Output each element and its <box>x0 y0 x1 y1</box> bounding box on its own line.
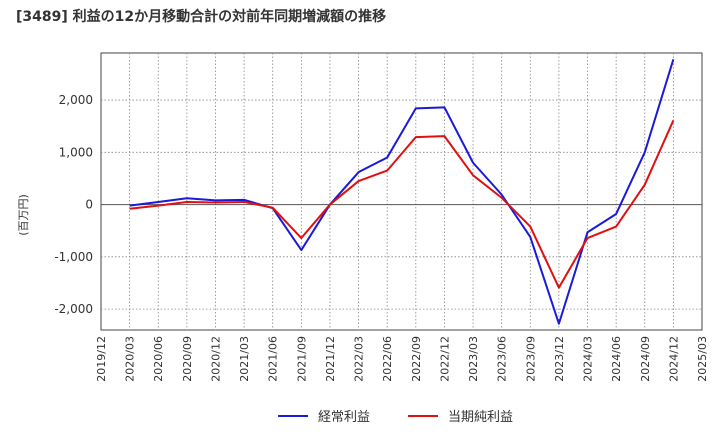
x-tick-label: 2020/09 <box>181 336 194 382</box>
y-tick-label: 1,000 <box>59 145 93 159</box>
x-tick-label: 2023/06 <box>496 336 509 382</box>
x-tick-label: 2022/06 <box>381 336 394 382</box>
series-line <box>129 120 675 289</box>
x-tick-label: 2022/03 <box>353 336 366 382</box>
y-tick-label: 0 <box>85 198 93 212</box>
x-tick-label: 2023/03 <box>467 336 480 382</box>
x-tick-label: 2020/06 <box>152 336 165 382</box>
x-tick-label: 2022/12 <box>438 336 451 382</box>
grid-lines <box>101 53 702 330</box>
x-tick-label: 2020/03 <box>124 336 137 382</box>
y-axis-ticks: -2,000 -1,000 0 1,000 2,000 <box>54 93 93 316</box>
legend: 経常利益 当期純利益 <box>278 410 513 425</box>
x-tick-label: 2023/12 <box>553 336 566 382</box>
x-tick-label: 2023/09 <box>524 336 537 382</box>
x-tick-label: 2021/06 <box>267 336 280 382</box>
x-tick-label: 2024/06 <box>610 336 623 382</box>
x-tick-label: 2020/12 <box>209 336 222 382</box>
x-tick-label: 2024/03 <box>582 336 595 382</box>
x-tick-label: 2025/03 <box>696 336 709 382</box>
x-tick-label: 2021/12 <box>324 336 337 382</box>
x-axis-ticks: 2019/12 2020/03 2020/06 2020/09 2020/12 2021/… <box>95 336 709 382</box>
series-lines <box>129 58 675 325</box>
chart-title: [3489] 利益の12か月移動合計の対前年同期増減額の推移 <box>16 9 387 25</box>
y-tick-label: -2,000 <box>54 302 93 316</box>
plot-area-frame <box>100 52 703 331</box>
x-tick-label: 2024/09 <box>639 336 652 382</box>
x-tick-label: 2019/12 <box>95 336 108 382</box>
x-tick-label: 2021/03 <box>238 336 251 382</box>
legend-label: 経常利益 <box>318 410 370 425</box>
x-tick-label: 2022/09 <box>410 336 423 382</box>
legend-label: 当期純利益 <box>448 410 513 425</box>
x-tick-label: 2024/12 <box>667 336 680 382</box>
series-line <box>129 58 675 325</box>
x-tick-label: 2021/09 <box>295 336 308 382</box>
y-tick-label: 2,000 <box>59 93 93 107</box>
y-tick-label: -1,000 <box>54 250 93 264</box>
